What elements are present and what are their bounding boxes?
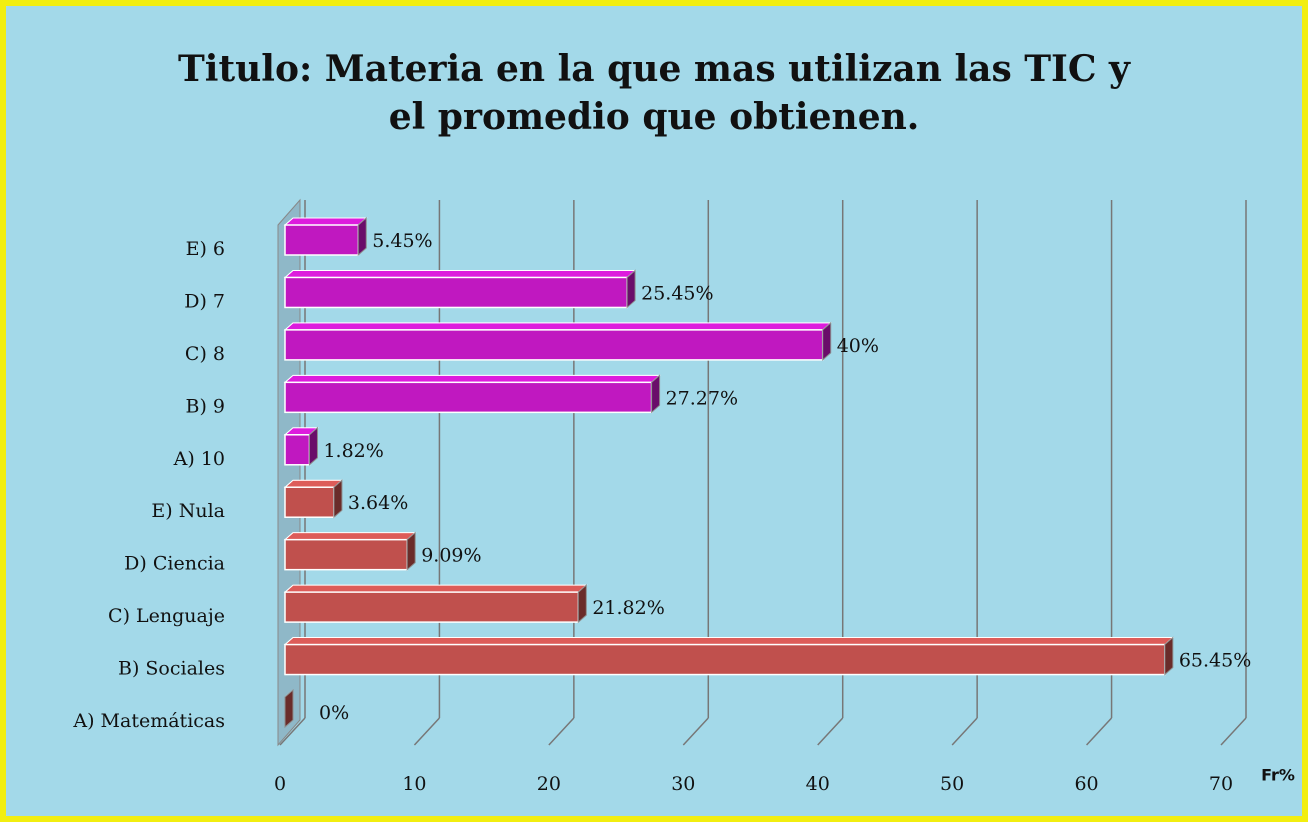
bar-top (283, 532, 417, 541)
x-tick-label: 40 (806, 773, 830, 795)
y-tick-label: D) 7 (184, 290, 225, 312)
data-label: 25.45% (641, 282, 713, 304)
bar-side (577, 584, 587, 624)
bar-top (283, 217, 368, 226)
y-tick-label: E) Nula (151, 500, 225, 522)
y-tick-label: A) Matemáticas (72, 710, 225, 732)
bar-top (283, 322, 833, 331)
grid-line (817, 717, 844, 746)
y-tick-label: D) Ciencia (124, 553, 225, 575)
data-label: 65.45% (1179, 650, 1251, 672)
bar (284, 329, 824, 361)
grid-line (682, 717, 709, 746)
grid-line (413, 717, 440, 746)
x-tick-label: 0 (274, 773, 286, 795)
bar-top (283, 637, 1175, 646)
y-tick-label: C) Lenguaje (108, 605, 225, 627)
data-label: 0% (319, 702, 349, 724)
bar-top (283, 584, 588, 593)
x-tick-label: 50 (940, 773, 964, 795)
chart-title: el promedio que obtienen. (389, 96, 920, 138)
bar (284, 434, 311, 466)
bar (284, 643, 1166, 676)
y-tick-label: B) 9 (185, 395, 225, 417)
bar-top (283, 374, 661, 383)
bar-side (333, 479, 343, 519)
data-label: 21.82% (592, 597, 664, 619)
x-tick-label: 10 (402, 773, 426, 795)
bar (284, 381, 653, 414)
x-tick-label: 30 (671, 773, 695, 795)
bar-top (283, 479, 344, 488)
x-tick-label: 60 (1074, 773, 1098, 795)
bar-top (283, 269, 637, 278)
bar-side (651, 374, 661, 414)
data-label: 1.82% (323, 440, 383, 462)
data-label: 9.09% (421, 545, 481, 567)
x-tick-label: 70 (1209, 773, 1233, 795)
bar-side (308, 426, 318, 466)
data-label: 27.27% (666, 387, 738, 409)
data-label: 40% (837, 335, 879, 357)
grid-line (951, 717, 978, 746)
grid-line (548, 717, 575, 746)
y-tick-label: E) 6 (186, 238, 225, 260)
y-tick-label: A) 10 (173, 448, 225, 470)
x-tick-label: 20 (537, 773, 561, 795)
bar (284, 486, 335, 518)
bar (284, 538, 408, 571)
grid-line (1220, 717, 1247, 746)
bar (284, 276, 628, 309)
grid-line (1086, 717, 1113, 746)
data-label: 5.45% (372, 230, 432, 252)
bar-side (626, 269, 636, 309)
bar-side (284, 688, 294, 729)
x-axis-label: Fr% (1261, 766, 1295, 785)
bar-side (357, 216, 367, 257)
bar-side (1164, 636, 1174, 676)
bar (284, 224, 360, 256)
bar (284, 591, 580, 623)
bar-side (406, 531, 416, 571)
bar-side (822, 321, 832, 361)
y-tick-label: C) 8 (185, 343, 225, 365)
data-label: 3.64% (348, 492, 408, 514)
chart-title: Titulo: Materia en la que mas utilizan l… (178, 48, 1131, 90)
y-tick-label: B) Sociales (118, 658, 225, 680)
grid-line (279, 717, 306, 746)
